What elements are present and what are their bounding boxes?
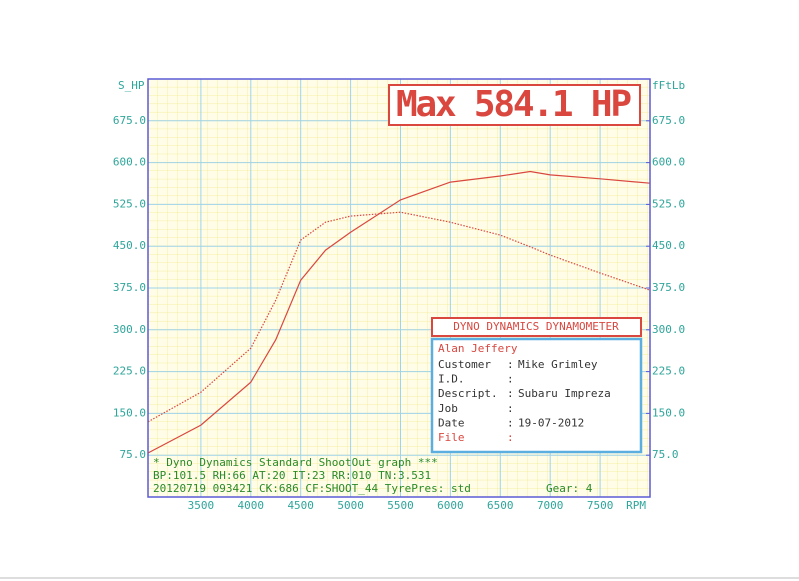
y2-tick-label: 600.0 [652,156,685,169]
y-tick-label: 225.0 [113,365,146,378]
footer-line: 20120719 093421 CK:686 CF:SHOOT_44 TyreP… [153,482,471,495]
info-label: I.D. [438,373,465,386]
info-operator: Alan Jeffery [438,342,518,355]
info-separator: : [507,373,514,386]
y-tick-label: 450.0 [113,239,146,252]
info-value: Mike Grimley [518,358,598,371]
info-separator: : [507,402,514,415]
y2-tick-label: 375.0 [652,281,685,294]
y-tick-label: 675.0 [113,114,146,127]
x-tick-label: 6500 [487,499,514,512]
info-label: Customer [438,358,491,371]
y2-axis-label: fFtLb [652,79,685,92]
x-tick-label: 4000 [238,499,265,512]
y-tick-label: 300.0 [113,323,146,336]
max-box [388,84,641,126]
series-line [147,170,651,454]
grid [148,79,650,497]
info-value: 19-07-2012 [518,416,584,429]
info-value: Subaru Impreza [518,387,611,400]
x-tick-label: 3500 [188,499,215,512]
info-label: Date [438,416,465,429]
y2-tick-label: 75.0 [652,448,679,461]
info-label: Job [438,402,458,415]
y2-tick-label: 675.0 [652,114,685,127]
x-tick-label: 5500 [387,499,414,512]
info-separator: : [507,358,514,371]
info-box [430,337,643,454]
info-label: Descript. [438,387,498,400]
y2-tick-label: 300.0 [652,323,685,336]
footer-gear: Gear: 4 [546,482,593,495]
lines [147,170,651,454]
x-tick-label: 6000 [437,499,464,512]
x-tick-label: 7000 [537,499,564,512]
y-tick-label: 150.0 [113,406,146,419]
plot-frame [147,78,651,498]
y-axis-label: S_HP [118,79,145,92]
footer-line: * Dyno Dynamics Standard ShootOut graph … [153,456,438,469]
y2-tick-label: 225.0 [652,365,685,378]
x-tick-label: 7500 [587,499,614,512]
y-tick-label: 375.0 [113,281,146,294]
y2-tick-label: 150.0 [652,406,685,419]
info-label: File [438,431,465,444]
info-rows: Customer: Mike Grimley I.D.: Descript.: Suba… [438,358,611,444]
x-tick-label: 5000 [337,499,364,512]
y-tick-label: 75.0 [120,448,147,461]
series-line [147,211,651,423]
max-title: Max 584.1 HP [396,84,632,125]
footer-line: BP:101.5 RH:66 AT:20 IT:23 RR:010 TN:3.5… [153,469,431,482]
info-title-box [431,317,642,337]
info-separator: : [507,387,514,400]
y-tick-label: 525.0 [113,197,146,210]
y2-tick-label: 450.0 [652,239,685,252]
info-title: DYNO DYNAMICS DYNAMOMETER [453,320,619,333]
info-separator: : [507,416,514,429]
y-tick-label: 600.0 [113,156,146,169]
x-tick-label: 4500 [287,499,314,512]
info-separator: : [507,431,514,444]
y2-tick-label: 525.0 [652,197,685,210]
x-unit: RPM [626,499,646,512]
